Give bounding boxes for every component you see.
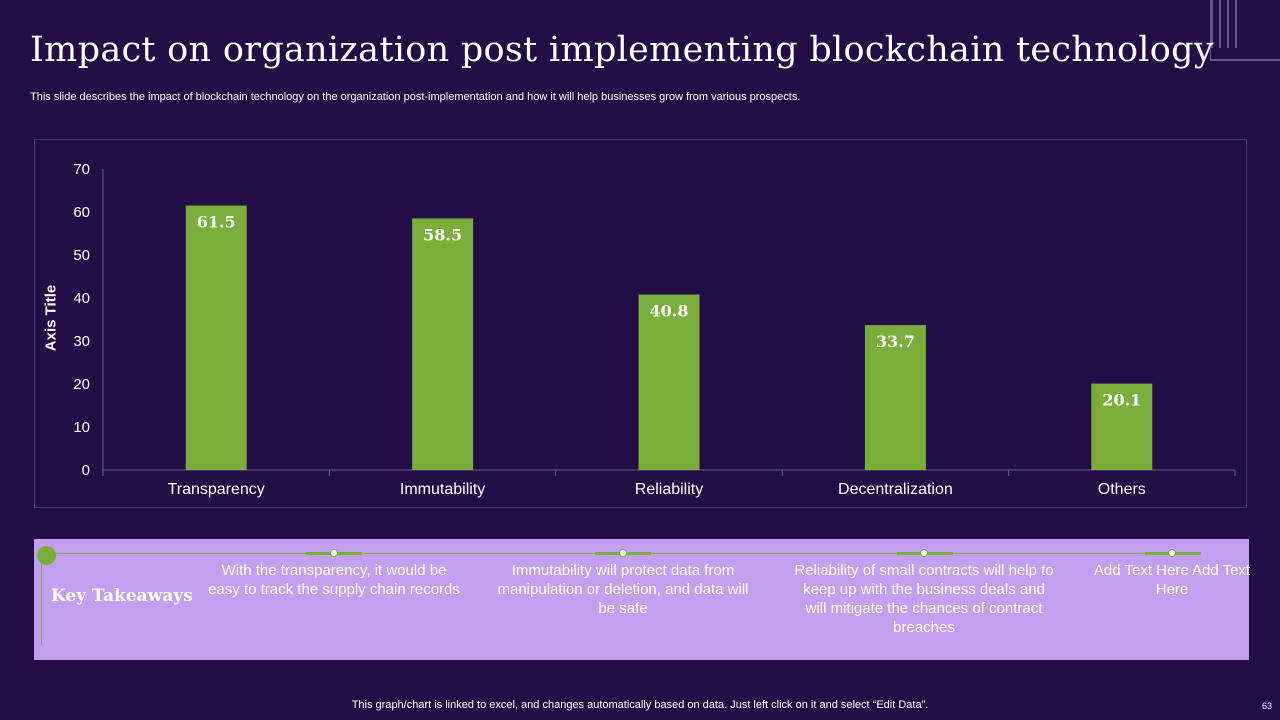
bar-others xyxy=(1091,383,1153,470)
data-label: 58.5 xyxy=(423,225,462,244)
footer-note: This graph/chart is linked to excel, and… xyxy=(351,699,929,711)
y-tick-label: 20 xyxy=(73,376,90,393)
corner-decoration xyxy=(1210,0,1280,61)
page-subtitle: This slide describes the impact of block… xyxy=(30,91,801,103)
bar-reliability xyxy=(638,294,700,470)
y-axis-title: Axis Title xyxy=(42,284,60,352)
y-tick-label: 0 xyxy=(82,462,90,479)
x-tick-label: Reliability xyxy=(635,481,703,498)
takeaway-reliability: Reliability of small contracts will help… xyxy=(794,562,1054,636)
key-takeaways-label: Key Takeaways xyxy=(51,586,193,606)
takeaway-transparency: With the transparency, it would be easy … xyxy=(208,562,460,598)
y-tick-label: 40 xyxy=(73,290,90,307)
timeline-node xyxy=(619,549,627,557)
timeline-start-dot xyxy=(37,546,56,565)
bar-immutability xyxy=(412,218,474,470)
timeline-vertical-line xyxy=(41,565,42,645)
x-tick-label: Immutability xyxy=(400,481,485,498)
data-label: 20.1 xyxy=(1102,391,1141,410)
chart-frame[interactable] xyxy=(34,139,1247,508)
y-tick-label: 50 xyxy=(73,247,90,264)
bar-transparency xyxy=(185,205,247,471)
takeaway-placeholder: Add Text Here Add Text Here xyxy=(1093,562,1251,598)
y-tick-label: 30 xyxy=(73,333,90,350)
x-tick-label: Decentralization xyxy=(838,481,953,498)
key-takeaways-panel xyxy=(34,539,1249,660)
timeline-node xyxy=(1168,549,1176,557)
takeaway-immutability: Immutability will protect data from mani… xyxy=(497,562,749,617)
y-tick-label: 10 xyxy=(73,419,90,436)
page-title: Impact on organization post implementing… xyxy=(30,30,1214,70)
data-label: 33.7 xyxy=(876,332,915,351)
page-number: 63 xyxy=(1261,701,1272,711)
timeline-node xyxy=(920,549,928,557)
data-label: 40.8 xyxy=(650,302,689,321)
y-tick-label: 70 xyxy=(73,161,90,178)
x-tick-label: Transparency xyxy=(168,481,265,498)
timeline-node xyxy=(330,549,338,557)
y-tick-label: 60 xyxy=(73,204,90,221)
x-tick-label: Others xyxy=(1098,481,1146,498)
data-label: 61.5 xyxy=(197,213,236,232)
bar-decentralization xyxy=(864,325,926,470)
